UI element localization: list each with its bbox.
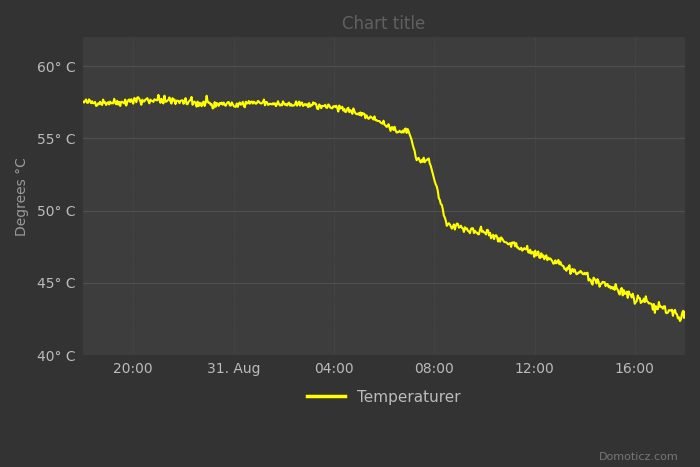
- Text: Domoticz.com: Domoticz.com: [599, 453, 679, 462]
- Title: Chart title: Chart title: [342, 15, 426, 33]
- Y-axis label: Degrees °C: Degrees °C: [15, 157, 29, 236]
- Legend: Temperaturer: Temperaturer: [301, 384, 467, 411]
